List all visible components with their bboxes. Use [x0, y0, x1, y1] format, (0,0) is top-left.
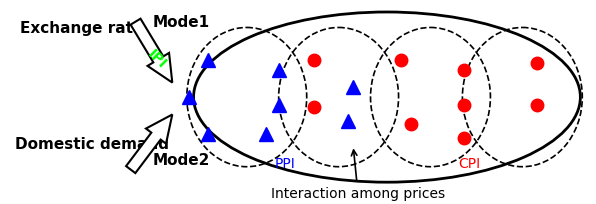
- Text: PPI: PPI: [275, 156, 296, 170]
- Text: Exchange rate: Exchange rate: [20, 21, 143, 36]
- Text: Interaction among prices: Interaction among prices: [271, 150, 445, 200]
- Polygon shape: [126, 115, 172, 173]
- Polygon shape: [131, 20, 172, 83]
- Text: IPI: IPI: [145, 47, 169, 71]
- Text: Mode2: Mode2: [153, 153, 210, 168]
- Text: CPI: CPI: [458, 156, 480, 170]
- Text: Domestic demand: Domestic demand: [15, 136, 169, 151]
- Text: Mode1: Mode1: [153, 15, 210, 30]
